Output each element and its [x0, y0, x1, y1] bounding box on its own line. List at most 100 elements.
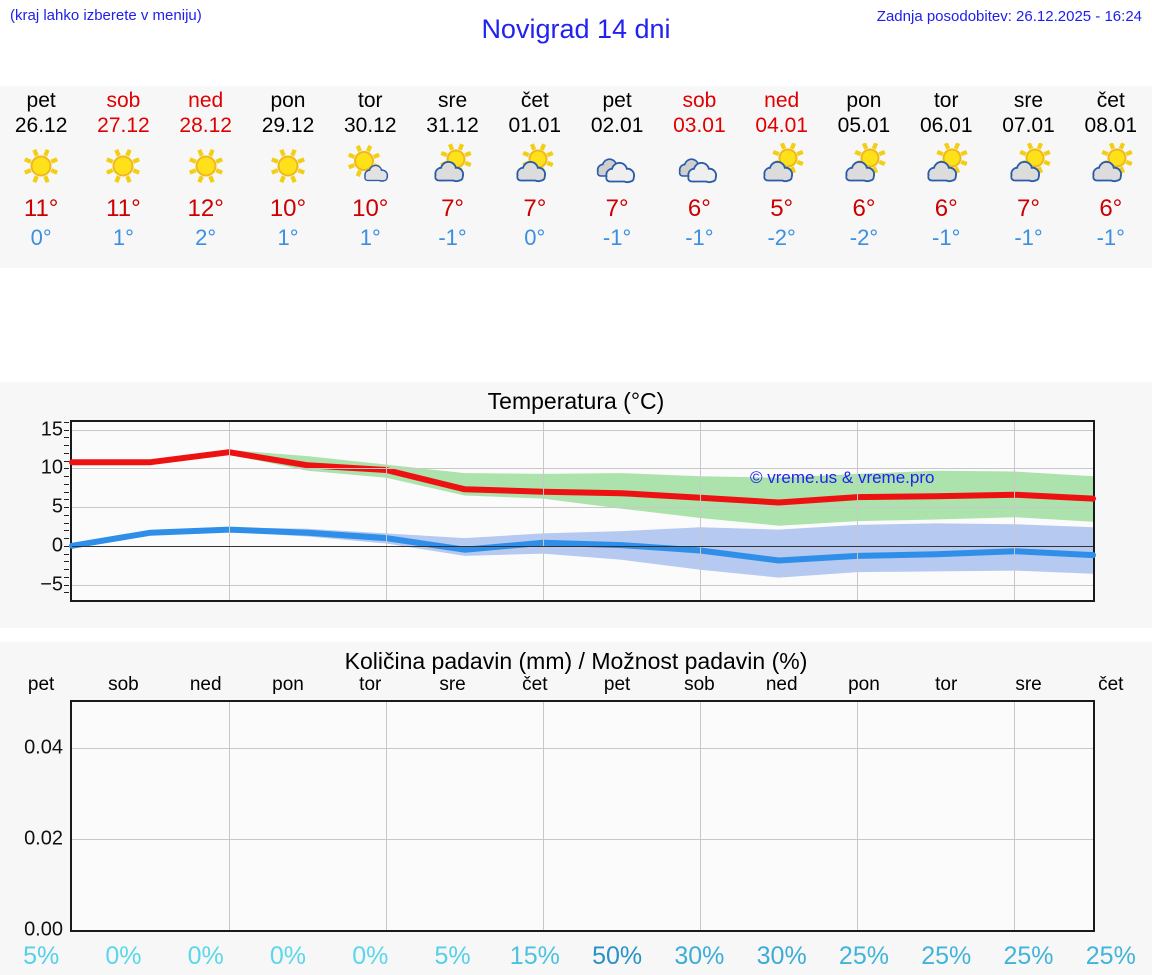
max-temp-range-band [72, 449, 1093, 526]
sun-icon [11, 141, 71, 191]
min-temp-line [69, 526, 1096, 564]
y-axis-tick-mark [64, 468, 69, 470]
day-temp-min: -1° [1096, 225, 1125, 250]
day-column[interactable]: tor 30.12 10° 1° [329, 86, 411, 268]
cloudy-icon [669, 141, 729, 191]
y-axis-tick-mark [64, 584, 69, 586]
precipitation-day-label: čet [1098, 674, 1124, 695]
day-column[interactable]: pon 05.01 6° -2° [823, 86, 905, 268]
y-axis-tick-mark [64, 561, 69, 563]
precipitation-day-label: sre [1015, 674, 1042, 695]
day-column[interactable]: sre 31.12 7° -1° [411, 86, 493, 268]
day-temp-max: 6° [852, 195, 876, 222]
y-axis-tick-mark [64, 499, 69, 501]
day-name: pet [26, 89, 56, 112]
sun-cloud-icon [505, 141, 565, 191]
y-axis-tick-mark [64, 569, 69, 571]
gridline [72, 838, 1093, 840]
day-name: tor [358, 89, 383, 112]
spacer [0, 268, 1152, 382]
day-column[interactable]: tor 06.01 6° -1° [905, 86, 987, 268]
day-column[interactable]: ned 28.12 12° 2° [165, 86, 247, 268]
precipitation-probability-label: 25% [1085, 942, 1136, 970]
day-temp-max: 6° [934, 195, 958, 222]
day-name: ned [188, 89, 224, 112]
day-temp-max: 11° [106, 195, 141, 222]
day-column[interactable]: pet 02.01 7° -1° [576, 86, 658, 268]
gridline-vertical [700, 422, 702, 600]
precipitation-probability-label: 25% [921, 942, 972, 970]
day-column[interactable]: sob 27.12 11° 1° [82, 86, 164, 268]
y-axis-tick-mark [64, 452, 69, 454]
gridline-vertical [1014, 422, 1016, 600]
copyright-label: © vreme.us & vreme.pro [750, 468, 935, 487]
day-date: 05.01 [837, 114, 891, 137]
day-column[interactable]: sre 07.01 7° -1° [987, 86, 1069, 268]
precipitation-chart: Količina padavin (mm) / Možnost padavin … [0, 642, 1152, 975]
y-axis-tick-label: 15 [40, 418, 63, 441]
temperature-plot-area [69, 420, 1096, 602]
day-temp-min: 1° [277, 225, 299, 250]
gridline-vertical [543, 702, 545, 930]
day-column[interactable]: čet 08.01 6° -1° [1070, 86, 1152, 268]
precipitation-probability-row: 5% 0% 0% 0% 0% 5% 15% 50% 30% 30% 25% 25% 25% 25% [0, 942, 1152, 971]
precipitation-day-label: sob [684, 674, 715, 695]
day-temp-max: 10° [269, 195, 307, 222]
precipitation-day-label: pon [848, 674, 880, 695]
y-axis-tick-label: −5 [40, 573, 63, 596]
day-date: 26.12 [14, 114, 68, 137]
precipitation-day-label: pet [27, 674, 55, 695]
day-temp-min: 1° [112, 225, 134, 250]
day-temp-min: 2° [195, 225, 217, 250]
y-axis-tick-mark [64, 522, 69, 524]
y-axis-tick-mark [64, 538, 69, 540]
day-temp-min: -1° [438, 225, 467, 250]
gridline [72, 429, 1093, 431]
y-axis-tick-mark [64, 437, 69, 439]
day-date: 07.01 [1002, 114, 1055, 137]
day-column[interactable]: ned 04.01 5° -2° [741, 86, 823, 268]
day-temp-min: -2° [849, 225, 879, 250]
y-axis-tick-label: 5 [51, 495, 63, 518]
y-axis-tick-mark [64, 553, 69, 555]
day-column[interactable]: čet 01.01 7° 0° [494, 86, 576, 268]
day-temp-max: 5° [770, 195, 794, 222]
precipitation-day-label: pon [272, 674, 304, 695]
day-temp-max: 11° [23, 195, 59, 222]
day-temp-min: 1° [359, 225, 381, 250]
temperature-chart-title: Temperatura (°C) [487, 388, 665, 414]
y-axis-tick-label: 10 [40, 456, 63, 479]
y-axis-tick-mark [64, 545, 69, 547]
y-axis-tick-label: 0.00 [24, 918, 63, 941]
day-temp-max: 7° [1017, 195, 1040, 222]
day-temp-max: 6° [687, 195, 711, 222]
page-title: Novigrad 14 dni [481, 14, 671, 44]
day-date: 02.01 [590, 114, 644, 137]
y-axis-tick-mark [64, 507, 69, 509]
day-date: 06.01 [919, 114, 973, 137]
y-axis-tick-mark [64, 476, 69, 478]
sun-icon [258, 141, 318, 191]
day-name: ned [764, 89, 800, 112]
gridline-vertical [386, 702, 388, 930]
precipitation-chart-title: Količina padavin (mm) / Možnost padavin … [344, 648, 808, 674]
gridline [72, 747, 1093, 749]
gridline-vertical [1014, 702, 1016, 930]
gridline-vertical [386, 422, 388, 600]
y-axis-tick-label: 0.02 [24, 827, 63, 850]
day-temp-max: 12° [187, 195, 224, 222]
daily-forecast-strip: pet 26.12 11° 0° sob 27.12 11° 1° ned 28.12 12° 2° p… [0, 86, 1152, 268]
temperature-series-svg [69, 449, 1096, 578]
day-column[interactable]: sob 03.01 6° -1° [658, 86, 740, 268]
sun-cloud-icon [423, 141, 483, 191]
precipitation-probability-label: 30% [756, 942, 807, 970]
spacer-2 [0, 628, 1152, 642]
day-column[interactable]: pet 26.12 11° 0° [0, 86, 82, 268]
day-date: 01.01 [508, 114, 562, 137]
cloud-sun-icon [834, 141, 894, 191]
y-axis-tick-mark [64, 576, 69, 578]
gridline-vertical [857, 422, 859, 600]
day-column[interactable]: pon 29.12 10° 1° [247, 86, 329, 268]
cloud-sun-icon [1081, 141, 1141, 191]
day-temp-min: -1° [602, 225, 632, 250]
